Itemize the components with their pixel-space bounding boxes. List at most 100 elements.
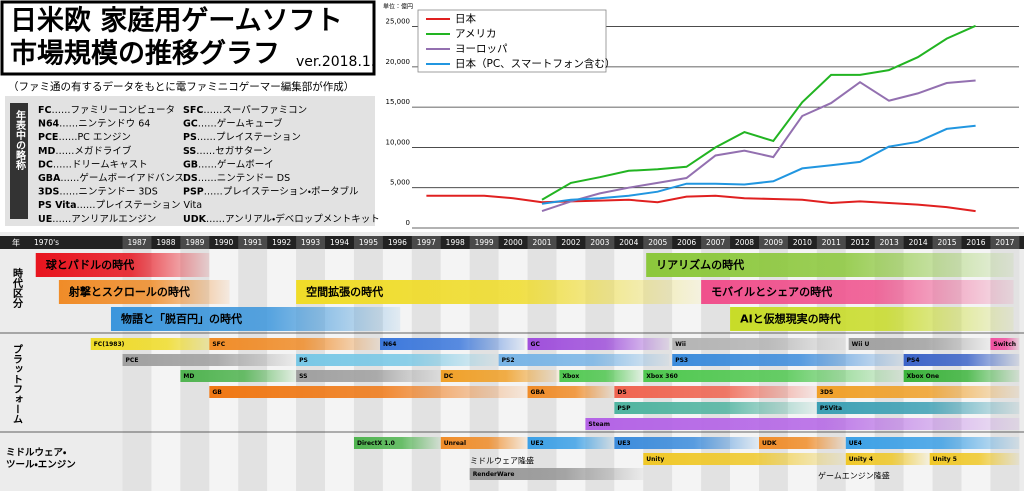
timeline-bar [643, 370, 904, 382]
timeline-bar-label: Wii U [852, 341, 870, 348]
timeline-bar-label: Steam [588, 421, 610, 428]
timeline-bar [559, 370, 644, 382]
year-cell [469, 236, 499, 249]
abbreviation: SFC……スーパーファミコン [183, 105, 307, 116]
legend-box [417, 9, 607, 73]
abbreviation-code: SS [183, 145, 196, 156]
year-label: 2011 [822, 238, 841, 247]
year-label: 2007 [706, 238, 725, 247]
year-label: 1970's [34, 238, 59, 247]
timeline-bar [440, 437, 528, 449]
abbreviation: N64……ニンテンドウ 64 [38, 118, 150, 129]
year-label: 2005 [648, 238, 667, 247]
timeline-bar-label: Wii [675, 341, 686, 348]
legend-label: アメリカ [455, 28, 496, 40]
timeline-bar [122, 354, 297, 366]
year-cell [296, 236, 326, 249]
abbreviation-name: ……ゲームボーイアドバンス [60, 172, 184, 184]
year-axis-label: 年 [12, 238, 20, 248]
abbreviation-code: 3DS [38, 186, 59, 197]
abbreviation-code: PSP [183, 186, 204, 197]
year-label: 1999 [475, 238, 494, 247]
section-label: ミドルウェア・ [6, 448, 66, 459]
y-tick-label: 5,000 [390, 179, 410, 187]
timeline-bar [35, 253, 210, 277]
abbreviation-name: ……ニンテンドウ 64 [59, 118, 150, 129]
timeline-bar [110, 307, 401, 331]
abbreviation: UDK……アンリアル・デベロップメントキット [183, 212, 380, 224]
abbreviation: GB……ゲームボーイ [183, 158, 274, 170]
abbreviation: PS……プレイステーション [183, 132, 301, 143]
abbreviation-box [5, 96, 375, 226]
abbreviation-name: ……ゲームキューブ [198, 117, 283, 129]
abbreviation-name: ……PC エンジン [58, 132, 130, 143]
timeline-bar-label: DC [444, 373, 454, 380]
year-cell [990, 236, 1020, 249]
year-cell [643, 236, 673, 249]
subtitle: （ファミ通の有するデータをもとに電ファミニコゲーマー編集部が作成） [8, 80, 354, 93]
timeline-bar-label: AIと仮想現実の時代 [740, 312, 841, 326]
title-line: 日米欧 家庭用ゲームソフト [10, 5, 343, 37]
year-label: 2002 [561, 238, 580, 247]
year-label: 2009 [764, 238, 783, 247]
year-label: 2006 [677, 238, 696, 247]
timeline-bar-label: FC(1983) [94, 341, 125, 348]
year-cell [353, 236, 383, 249]
year-label: 2016 [966, 238, 985, 247]
abbreviation-name: ……メガドライブ [55, 144, 132, 156]
timeline-bar-label: MD [183, 373, 194, 380]
abbreviation: DS……ニンテンドー DS [183, 173, 290, 184]
year-label: 2003 [590, 238, 609, 247]
content: FC……ファミリーコンピュータ SFC……スーパーファミコンN64……ニンテンドウ… [0, 3, 1024, 480]
timeline-bar-label: GB [212, 389, 222, 396]
abbreviation: SS……セガサターン [183, 145, 272, 156]
year-label: 1987 [127, 238, 146, 247]
abbreviation: GBA……ゲームボーイアドバンス [38, 172, 184, 184]
section-label: プラットフォーム [11, 343, 23, 424]
abbreviation-name: ……ニンテンドー DS [198, 173, 290, 184]
timeline-bar [527, 437, 615, 449]
series-line [541, 124, 976, 205]
timeline-bar [353, 437, 441, 449]
timeline-bar [816, 386, 1020, 398]
title-box [0, 0, 376, 76]
abbreviation-code: MD [38, 145, 55, 156]
timeline-bar [614, 437, 759, 449]
year-label: 2001 [532, 238, 551, 247]
abbreviation-name: ……セガサターン [196, 145, 272, 156]
timeline-bar-label: 射撃とスクロールの時代 [68, 285, 190, 299]
timeline-bar-label: RenderWare [473, 471, 515, 478]
year-cell [527, 236, 557, 249]
timeline-bar [180, 370, 297, 382]
timeline-bar [990, 338, 1020, 350]
timeline-bar [296, 370, 441, 382]
year-label: 1992 [272, 238, 291, 247]
middleware-note: ミドルウェア隆盛 [470, 456, 534, 466]
abbreviation-name: ……プレイステーション [197, 132, 301, 143]
abbreviation: PSP……プレイステーション・ポータブル [183, 185, 359, 197]
timeline-bar-label: 空間拡張の時代 [306, 285, 383, 299]
year-cell [238, 236, 268, 249]
timeline-bar-label: PS [299, 357, 308, 364]
abbreviation-name: ……アンリアルエンジン [52, 213, 156, 224]
timeline-bar [701, 280, 1014, 304]
year-label: 2008 [735, 238, 754, 247]
timeline-bar-label: PS3 [675, 357, 688, 364]
abbreviation-heading: 年表中の略称 [14, 109, 27, 171]
year-label: 2010 [793, 238, 812, 247]
timeline-bar [929, 453, 1020, 465]
timeline-bar [848, 338, 991, 350]
legend-label: ヨーロッパ [455, 43, 508, 55]
timeline-bar-label: 3DS [820, 389, 833, 396]
legend-label: 日本（PC、スマートフォン含む） [455, 57, 615, 70]
abbreviation: PS Vita……プレイステーション Vita [38, 200, 202, 211]
timeline-bar-label: 物語と「脱百円」の時代 [121, 312, 242, 326]
timeline-bar [903, 370, 1020, 382]
year-cell [816, 236, 846, 249]
timeline-bar [296, 280, 702, 304]
timeline-bar [209, 386, 528, 398]
timeline-bar [614, 402, 817, 414]
timeline-bar-label: DS [617, 389, 626, 396]
timeline-bar [845, 437, 1020, 449]
year-label: 1990 [214, 238, 233, 247]
